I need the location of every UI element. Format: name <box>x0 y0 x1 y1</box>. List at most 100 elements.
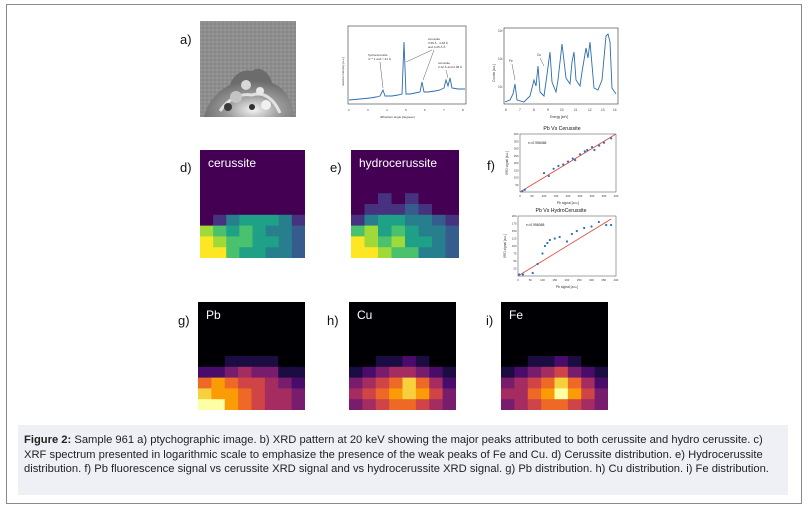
heatmap-cell <box>554 312 569 325</box>
heatmap-cell <box>378 204 392 216</box>
heatmap-cell <box>226 150 240 162</box>
heatmap-cell <box>364 193 379 205</box>
heatmap-cell <box>211 366 226 379</box>
heatmap-cell <box>445 204 460 216</box>
scatter-point <box>605 223 608 227</box>
heatmap-cell <box>429 399 444 411</box>
scatter-point <box>562 163 565 166</box>
heatmap-cell <box>514 312 529 325</box>
heatmap-cell <box>391 214 406 227</box>
heatmap-cell <box>429 345 444 357</box>
heatmap-cell <box>200 160 214 173</box>
heatmap-cell <box>402 345 417 357</box>
heatmap-cell <box>251 345 266 357</box>
xrf-ytick: 10³ <box>498 29 503 33</box>
scatter-xtick: 150 <box>552 278 557 282</box>
heatmap-cell <box>278 193 293 205</box>
xrd-xtick: 7 <box>443 108 445 112</box>
heatmap-cell <box>349 388 363 400</box>
heatmap-cell <box>213 160 227 173</box>
heatmap-cell <box>527 323 542 335</box>
xrd-annotation-cerussite-d2: and 4.25 Å Å <box>428 44 445 49</box>
heatmap-cell <box>445 247 460 259</box>
xrd-annotation-cerussite-d: 3.59 Å , 4.48 Å <box>428 40 448 45</box>
heatmap-cell <box>362 356 377 368</box>
heatmap-cell <box>265 214 280 227</box>
heatmap-cell <box>527 302 542 314</box>
heatmap-cell <box>200 150 214 162</box>
heatmap-cell <box>291 323 306 335</box>
xrd-annotation-cerussite-2: cerussite <box>438 61 450 65</box>
panel-label-i: i) <box>486 313 494 328</box>
heatmap-cell <box>405 225 419 237</box>
xrd-ylabel: relative intensity [a.u.] <box>341 57 345 86</box>
heatmap-cell <box>200 182 214 194</box>
caption-text: Sample 961 a) ptychographic image. b) XR… <box>24 434 769 476</box>
heatmap-cell <box>291 214 306 227</box>
heatmap-cell <box>224 302 239 314</box>
heatmap-cell <box>541 388 555 400</box>
heatmap-cell <box>291 204 306 216</box>
scatter-xtick: 250 <box>578 194 583 198</box>
heatmap-cell <box>198 388 212 400</box>
heatmap-cell <box>351 160 365 173</box>
heatmap-cell <box>264 323 279 335</box>
heatmap-cell <box>198 366 212 379</box>
heatmap-cell <box>239 236 253 248</box>
heatmap-cell <box>541 334 555 346</box>
heatmap-cell <box>378 171 392 183</box>
heatmap-cell <box>265 150 280 162</box>
heatmap-cell <box>445 182 460 194</box>
heatmap-cell <box>251 388 266 400</box>
pb-map: Pb <box>198 302 306 411</box>
xrf-xtick: 9 <box>547 108 549 112</box>
heatmap-cell <box>405 214 419 227</box>
heatmap-cell <box>264 312 279 325</box>
heatmap-cell <box>501 302 515 314</box>
heatmap-cell <box>211 302 226 314</box>
heatmap-cell <box>278 160 293 173</box>
scatter-xtick: 400 <box>614 278 619 282</box>
scatter-xtick: 350 <box>601 278 606 282</box>
heatmap-cell <box>364 204 379 216</box>
heatmap-cell <box>362 345 377 357</box>
heatmap-cell <box>252 150 267 162</box>
heatmap-cell <box>432 225 446 237</box>
cerussite-map-title: cerussite <box>208 156 257 170</box>
xrd-annotation-cerussite-2-d: 2.12 Å and 2.08 Å <box>438 64 462 69</box>
heatmap-cell <box>445 150 460 162</box>
heatmap-cell <box>291 399 306 411</box>
heatmap-cell <box>402 388 417 400</box>
panel-label-e: e) <box>330 160 342 175</box>
scatter-ytick: 50 <box>515 183 519 187</box>
heatmap-cell <box>213 204 227 216</box>
heatmap-cell <box>402 302 417 314</box>
heatmap-cell <box>264 366 279 379</box>
heatmap-cell <box>594 312 609 325</box>
panel-label-g: g) <box>178 313 190 328</box>
heatmap-cell <box>278 399 293 411</box>
scatter-xtick: 400 <box>614 194 619 198</box>
scatter-fit-line <box>517 218 612 277</box>
heatmap-cell <box>291 388 306 400</box>
scatter-point <box>558 235 561 239</box>
xrf-label-cu: Cu <box>537 53 541 57</box>
heatmap-cell <box>514 377 529 389</box>
heatmap-cell <box>541 356 555 368</box>
panel-label-f: f) <box>487 158 495 173</box>
heatmap-cell <box>581 356 596 368</box>
heatmap-cell <box>442 312 457 325</box>
heatmap-cell <box>567 323 582 335</box>
heatmap-cell <box>226 214 240 227</box>
scatter-xtick: 50 <box>530 194 534 198</box>
heatmap-cell <box>527 399 542 411</box>
heatmap-cell <box>251 399 266 411</box>
heatmap-cell <box>405 182 419 194</box>
heatmap-cell <box>224 366 239 379</box>
heatmap-cell <box>349 399 363 411</box>
heatmap-cell <box>251 377 266 389</box>
heatmap-cell <box>211 334 226 346</box>
heatmap-cell <box>264 334 279 346</box>
heatmap-cell <box>265 225 280 237</box>
xrf-ytick: 10¹ <box>498 85 503 89</box>
